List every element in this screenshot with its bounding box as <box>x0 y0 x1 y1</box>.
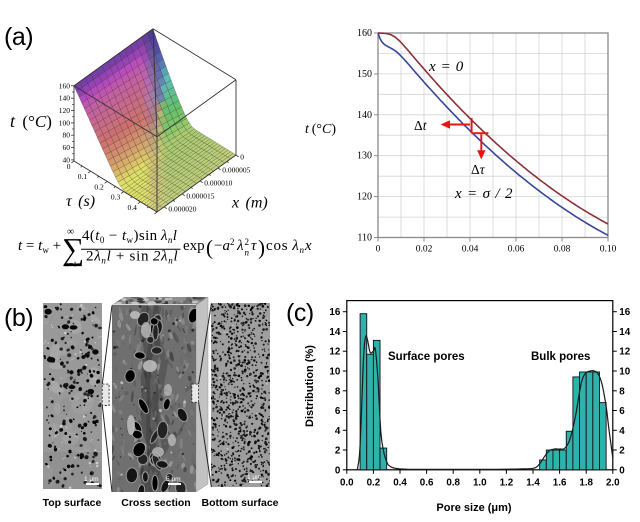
svg-text:0.000020: 0.000020 <box>168 204 196 213</box>
svg-text:0.1: 0.1 <box>78 172 88 181</box>
svg-text:2: 2 <box>335 446 341 457</box>
svg-text:0.000010: 0.000010 <box>204 178 232 187</box>
svg-text:1.2: 1.2 <box>500 477 514 488</box>
svg-text:−a2: −a2 <box>214 237 234 254</box>
svg-text:160: 160 <box>59 81 71 90</box>
svg-text:12: 12 <box>619 347 630 358</box>
svg-text:130: 130 <box>357 151 372 162</box>
svg-text:0.02: 0.02 <box>416 245 433 255</box>
svg-text:80: 80 <box>63 131 71 140</box>
svg-text:2: 2 <box>245 237 250 247</box>
svg-text:(c): (c) <box>286 299 314 327</box>
svg-text:(: ( <box>206 236 213 260</box>
svg-text:1 μm: 1 μm <box>247 474 262 481</box>
svg-text:0.000005: 0.000005 <box>222 166 250 175</box>
svg-text:λ: λ <box>236 238 244 254</box>
svg-text:0.4: 0.4 <box>393 477 407 488</box>
svg-text:4(t0 − tw)sin λnl: 4(t0 − tw)sin λnl <box>82 228 177 245</box>
svg-text:4: 4 <box>335 426 341 437</box>
svg-text:Surface pores: Surface pores <box>388 351 465 363</box>
svg-text:0.10: 0.10 <box>600 245 617 255</box>
svg-text:0.08: 0.08 <box>554 245 571 255</box>
svg-text:100: 100 <box>59 118 71 127</box>
svg-text:t: t <box>10 111 16 131</box>
svg-text:1.4: 1.4 <box>526 477 540 488</box>
svg-text:exp: exp <box>183 238 205 254</box>
svg-text:0.4: 0.4 <box>128 203 138 212</box>
svg-text:1.0: 1.0 <box>473 477 487 488</box>
svg-text:120: 120 <box>59 106 71 115</box>
svg-text:6: 6 <box>335 406 341 417</box>
svg-text:1 μm: 1 μm <box>84 476 99 483</box>
svg-text:0.06: 0.06 <box>508 245 525 255</box>
svg-text:120: 120 <box>357 192 372 203</box>
svg-text:cos λnx: cos λnx <box>266 238 312 255</box>
svg-text:0.2: 0.2 <box>94 182 104 191</box>
svg-text:t (°C): t (°C) <box>305 122 336 137</box>
svg-text:τ (s): τ (s) <box>66 193 95 210</box>
svg-text:Bulk pores: Bulk pores <box>531 351 590 363</box>
svg-text:0.0: 0.0 <box>340 477 354 488</box>
svg-text:0.6: 0.6 <box>420 477 434 488</box>
svg-text:x = 0: x = 0 <box>428 59 464 75</box>
svg-text:40: 40 <box>63 155 71 164</box>
svg-text:x (m): x (m) <box>231 195 268 212</box>
svg-text:16: 16 <box>619 307 630 318</box>
svg-text:10: 10 <box>619 367 630 378</box>
svg-text:0.04: 0.04 <box>462 245 479 255</box>
svg-text:1.6: 1.6 <box>553 477 567 488</box>
svg-text:2.0: 2.0 <box>606 477 620 488</box>
svg-text:5 μm: 5 μm <box>166 476 181 483</box>
svg-text:16: 16 <box>329 307 340 318</box>
svg-text:Top surface: Top surface <box>43 497 102 509</box>
svg-text:8: 8 <box>619 386 625 397</box>
svg-text:60: 60 <box>63 143 71 152</box>
svg-text:∞: ∞ <box>67 227 74 238</box>
svg-text:150: 150 <box>357 69 372 80</box>
svg-text:Δτ: Δτ <box>471 162 486 177</box>
svg-text:160: 160 <box>357 28 372 39</box>
svg-text:6: 6 <box>619 406 625 417</box>
svg-text:0.8: 0.8 <box>446 477 460 488</box>
svg-text:110: 110 <box>357 233 372 244</box>
svg-text:0: 0 <box>240 153 244 162</box>
svg-text:14: 14 <box>329 327 340 338</box>
svg-text:140: 140 <box>59 94 71 103</box>
svg-text:): ) <box>258 236 265 260</box>
svg-text:(b): (b) <box>4 304 33 332</box>
svg-text:t = tw +: t = tw + <box>18 238 61 255</box>
svg-text:12: 12 <box>329 347 340 358</box>
svg-text:x = σ / 2: x = σ / 2 <box>454 186 514 202</box>
svg-text:Distribution (%): Distribution (%) <box>304 345 316 427</box>
svg-text:n=1: n=1 <box>65 260 77 269</box>
svg-text:(a): (a) <box>4 23 33 51</box>
svg-text:n: n <box>245 248 250 258</box>
svg-text:Pore size (μm): Pore size (μm) <box>436 502 512 514</box>
svg-text:Δt: Δt <box>414 118 428 133</box>
svg-text:1.8: 1.8 <box>579 477 593 488</box>
svg-text:0.2: 0.2 <box>367 477 381 488</box>
svg-text:Bottom surface: Bottom surface <box>201 497 278 509</box>
svg-text:0.3: 0.3 <box>111 193 121 202</box>
svg-text:0.000015: 0.000015 <box>186 191 214 200</box>
svg-text:140: 140 <box>357 110 372 121</box>
svg-text:τ: τ <box>251 238 257 254</box>
svg-text:∑: ∑ <box>62 232 84 267</box>
svg-text:0: 0 <box>376 245 381 255</box>
svg-text:0: 0 <box>335 465 341 476</box>
svg-text:8: 8 <box>335 386 341 397</box>
svg-text:0: 0 <box>67 162 71 171</box>
svg-text:Cross section: Cross section <box>121 497 190 509</box>
svg-text:(°C): (°C) <box>19 112 52 131</box>
svg-text:2λnl + sin 2λnl: 2λnl + sin 2λnl <box>86 249 178 266</box>
svg-text:4: 4 <box>619 426 625 437</box>
svg-text:14: 14 <box>619 327 630 338</box>
svg-text:10: 10 <box>329 367 340 378</box>
svg-text:2: 2 <box>619 446 625 457</box>
svg-text:0: 0 <box>619 465 625 476</box>
